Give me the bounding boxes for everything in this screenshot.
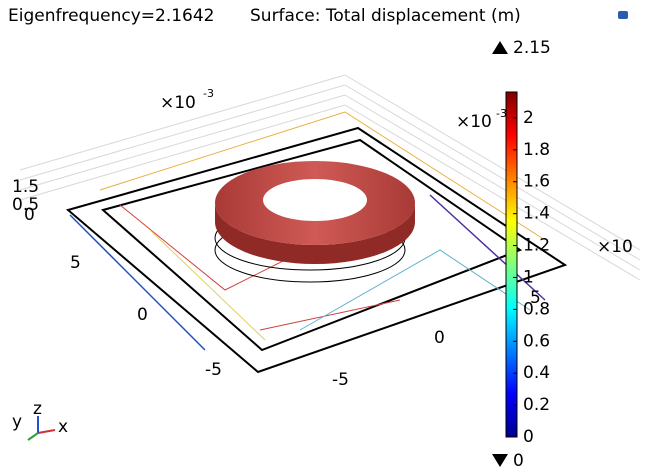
y-tick-label: 5 [70, 253, 81, 273]
subtitle: Surface: Total displacement (m) [250, 6, 521, 26]
max-marker [492, 41, 508, 54]
title: Eigenfrequency=2.1642 [8, 6, 214, 26]
colorbar [506, 92, 517, 437]
min-marker [492, 454, 508, 467]
colorbar-tick-label: 1.6 [523, 172, 550, 192]
axis-multiplier: ×10 [160, 93, 196, 113]
triad-label: x [58, 417, 68, 437]
y-tick-label: 0 [137, 305, 148, 325]
colorbar-tick-label: 2 [523, 108, 534, 128]
triad-label: y [12, 412, 22, 432]
axis-multiplier: ×10 [597, 237, 633, 257]
colorbar-tick-label: 0 [523, 427, 534, 447]
x-tick-label: -5 [332, 370, 349, 390]
colorbar-tick-label: 1.8 [523, 140, 550, 160]
colorbar-tick-label: 1.4 [523, 204, 550, 224]
z-tick-label: 0 [24, 205, 35, 225]
colorbar-tick-label: 1 [523, 267, 534, 287]
plot: Eigenfrequency=2.1642 Surface: Total dis… [0, 0, 651, 473]
min-label: 0 [513, 451, 524, 471]
triad-label: z [33, 399, 42, 419]
colorbar-tick-label: 0.8 [523, 299, 550, 319]
y-tick-label: -5 [205, 360, 222, 380]
colorbar-tick-label: 0.4 [523, 363, 550, 383]
z-tick-label: 1.5 [12, 177, 39, 197]
colorbar-tick-label: 1.2 [523, 236, 550, 256]
max-label: 2.15 [513, 38, 551, 58]
axis-exponent: -3 [496, 107, 507, 120]
x-tick-label: 0 [434, 328, 445, 348]
colorbar-tick-label: 0.2 [523, 395, 550, 415]
torus [215, 161, 415, 264]
colorbar-tick-label: 0.6 [523, 331, 550, 351]
triad: x y z [12, 399, 68, 440]
axis-multiplier: ×10 [456, 112, 492, 132]
axis-exponent: -3 [203, 87, 214, 100]
icon [618, 11, 628, 19]
